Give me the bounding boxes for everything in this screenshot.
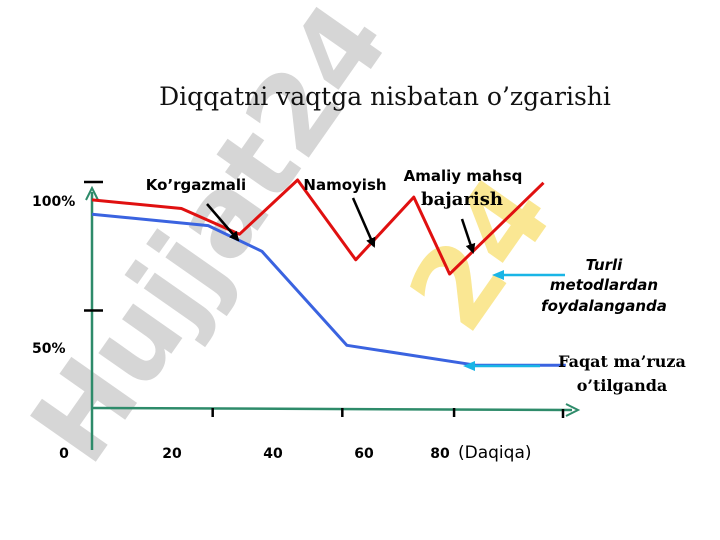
annotation-arrow-namoyish	[351, 197, 376, 248]
annotation-arrow-korgazmali	[206, 203, 240, 242]
y-tick-label: 100%	[32, 194, 75, 210]
legend-red-line1: Turli	[586, 256, 624, 274]
x-tick-label: 0	[59, 446, 69, 462]
annotation-amaliy-line1: Amaliy mahsq	[404, 167, 523, 185]
legend-red-line3: foydalanganda	[541, 297, 667, 315]
x-axis-label: (Daqiqa)	[458, 443, 532, 463]
y-tick-label: 50%	[32, 341, 66, 357]
annotation-korgazmali: Ko’rgazmali	[146, 176, 246, 194]
chart-title: Diqqatni vaqtga nisbatan o’zgarishi	[159, 82, 611, 111]
legend-blue-line1: Faqat ma’ruza	[558, 352, 686, 371]
x-tick-label: 60	[354, 446, 374, 462]
annotation-amaliy-line2: bajarish	[421, 189, 503, 210]
x-tick-label: 80	[430, 446, 450, 462]
axes	[85, 185, 581, 450]
legend-blue-line2: o’tilganda	[577, 376, 668, 395]
x-tick-label: 20	[162, 446, 182, 462]
y-axis-arrowhead	[85, 185, 99, 201]
annotation-namoyish: Namoyish	[303, 176, 386, 194]
x-tick-label: 40	[263, 446, 283, 462]
tick-marks	[84, 180, 565, 418]
x-axis	[91, 406, 573, 412]
series-line-red	[91, 178, 545, 276]
x-axis-arrowhead	[565, 403, 581, 417]
watermark-text: Hujjat24	[6, 0, 412, 485]
legend-red-line2: metodlardan	[550, 276, 658, 294]
tick-labels: 0 20 40 60 80 100% 50%	[32, 194, 450, 462]
annotation-arrow-amaliy	[460, 218, 476, 254]
